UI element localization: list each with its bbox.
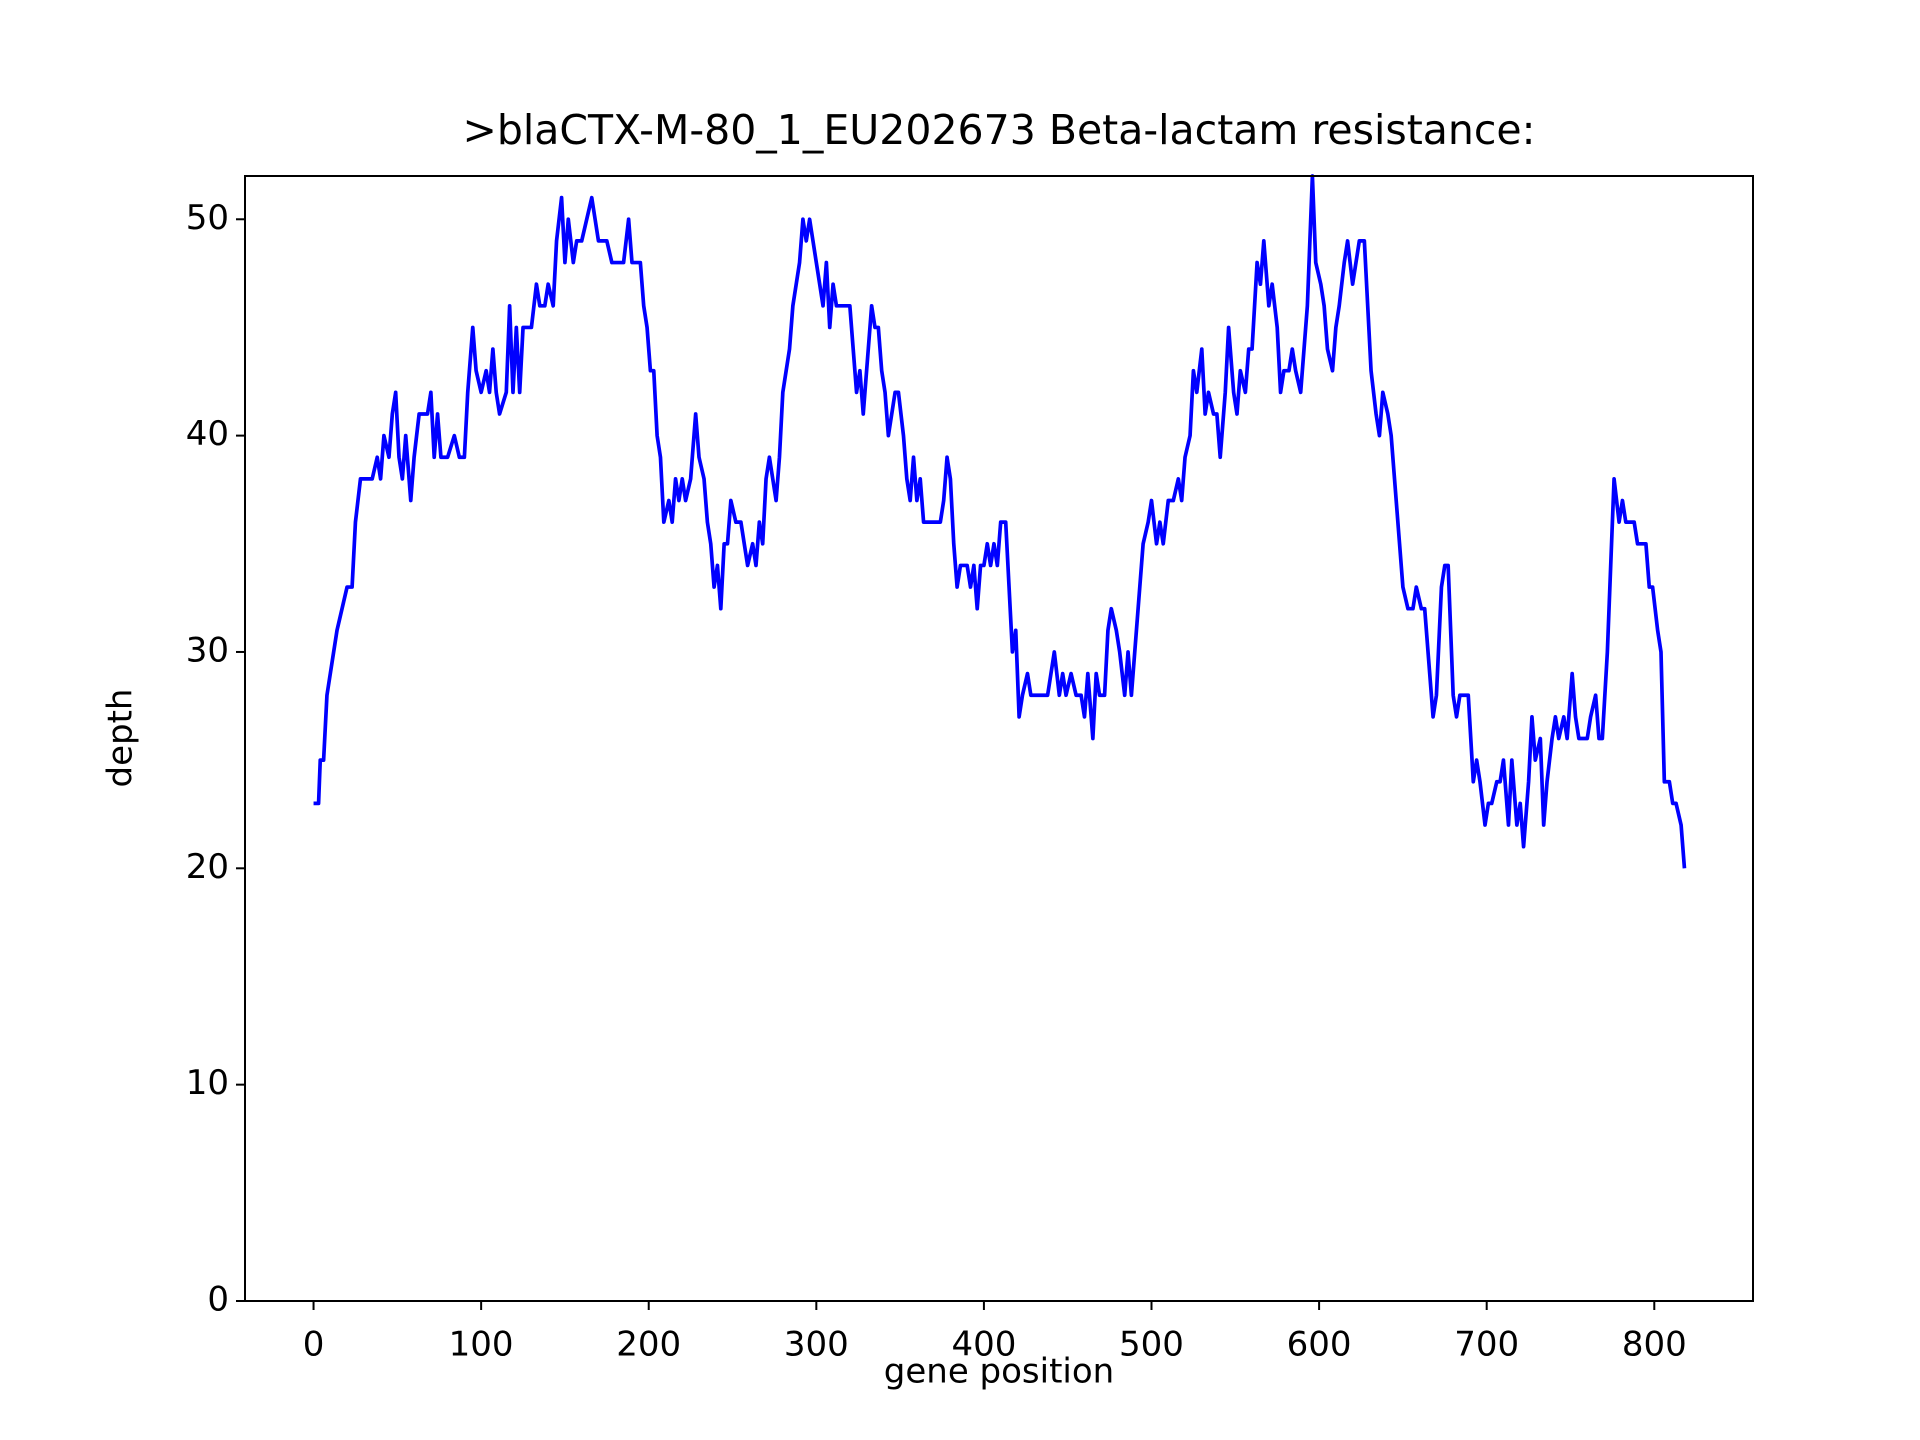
axes-frame bbox=[244, 175, 1754, 1302]
y-axis-label: depth bbox=[101, 689, 141, 788]
chart-title: >blaCTX-M-80_1_EU202673 Beta-lactam resi… bbox=[463, 106, 1536, 154]
y-tick-label: 20 bbox=[186, 847, 229, 887]
y-tick-label: 30 bbox=[186, 630, 229, 670]
x-tick-label: 200 bbox=[616, 1325, 681, 1365]
y-tick-label: 0 bbox=[207, 1280, 229, 1320]
x-tick-label: 300 bbox=[784, 1325, 849, 1365]
plot-area bbox=[313, 174, 1687, 869]
y-tick-label: 10 bbox=[186, 1063, 229, 1103]
y-tick-label: 50 bbox=[186, 198, 229, 238]
x-tick-label: 500 bbox=[1119, 1325, 1184, 1365]
x-axis-label: gene position bbox=[884, 1352, 1114, 1392]
data-line bbox=[313, 174, 1687, 869]
x-tick-label: 700 bbox=[1454, 1325, 1519, 1365]
x-tick-label: 600 bbox=[1287, 1325, 1352, 1365]
x-tick-label: 800 bbox=[1622, 1325, 1687, 1365]
x-tick-label: 0 bbox=[303, 1325, 325, 1365]
y-tick-label: 40 bbox=[186, 414, 229, 454]
x-tick-label: 400 bbox=[951, 1325, 1016, 1365]
x-tick-label: 100 bbox=[449, 1325, 514, 1365]
